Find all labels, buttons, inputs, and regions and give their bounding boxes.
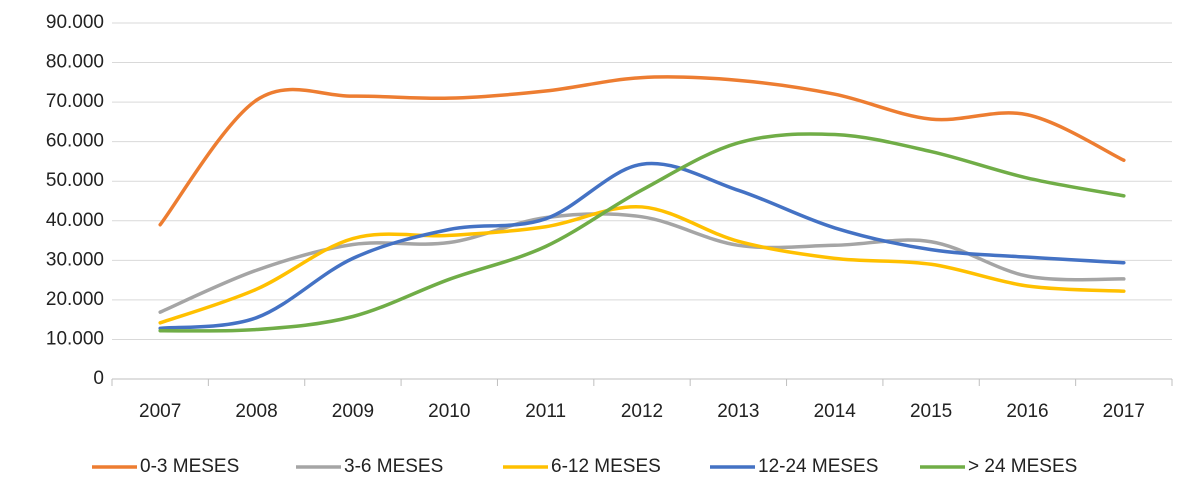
x-tick-label: 2011 (525, 401, 566, 422)
y-tick-label: 40.000 (46, 210, 104, 231)
x-tick-label: 2016 (1006, 401, 1048, 422)
series-line (158, 204, 1126, 325)
y-tick-label: 30.000 (46, 249, 104, 270)
x-tick-label: 2007 (139, 401, 181, 422)
legend-label: 6-12 MESES (551, 456, 661, 477)
x-tick-label: 2010 (428, 401, 470, 422)
x-tick-label: 2013 (717, 401, 759, 422)
y-tick-label: 90.000 (46, 12, 104, 33)
y-tick-label: 70.000 (46, 91, 104, 112)
x-tick-label: 2012 (621, 401, 663, 422)
x-tick-label: 2015 (910, 401, 952, 422)
legend-label: 12-24 MESES (758, 456, 878, 477)
series-line (158, 75, 1126, 227)
legend-label: 3-6 MESES (344, 456, 443, 477)
series-line (158, 212, 1126, 314)
x-tick-label: 2008 (235, 401, 277, 422)
y-tick-label: 80.000 (46, 52, 104, 73)
x-tick-label: 2017 (1103, 401, 1145, 422)
y-tick-label: 10.000 (46, 328, 104, 349)
y-tick-label: 50.000 (46, 170, 104, 191)
series-line (158, 161, 1126, 331)
y-tick-label: 0 (93, 368, 104, 389)
legend-label: > 24 MESES (968, 456, 1077, 477)
y-tick-label: 20.000 (46, 289, 104, 310)
x-tick-label: 2009 (332, 401, 374, 422)
y-tick-label: 60.000 (46, 131, 104, 152)
x-tick-label: 2014 (814, 401, 857, 422)
legend-label: 0-3 MESES (140, 456, 239, 477)
series-line (158, 132, 1126, 333)
